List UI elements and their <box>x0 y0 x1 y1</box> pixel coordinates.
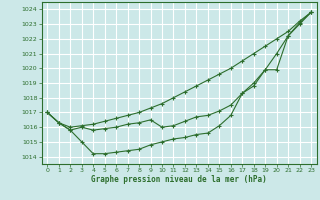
X-axis label: Graphe pression niveau de la mer (hPa): Graphe pression niveau de la mer (hPa) <box>91 175 267 184</box>
